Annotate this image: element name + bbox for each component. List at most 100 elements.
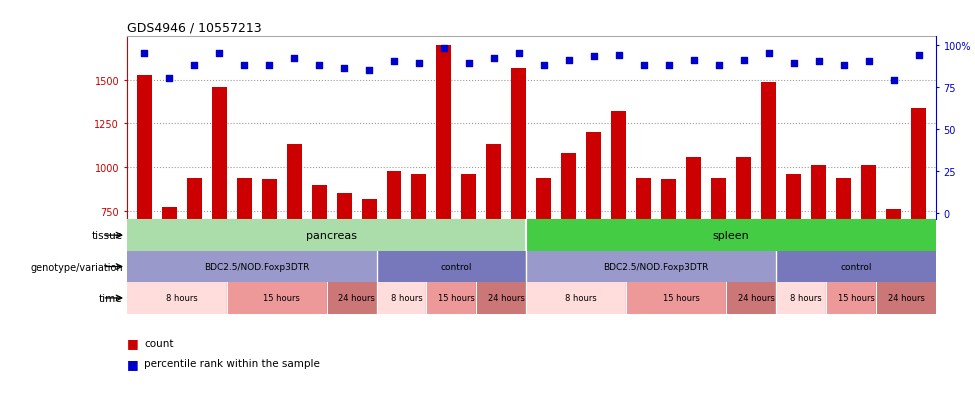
Text: ■: ■: [127, 357, 142, 370]
Bar: [886, 209, 901, 220]
Bar: [661, 180, 677, 220]
Text: ■: ■: [127, 336, 142, 349]
Text: percentile rank within the sample: percentile rank within the sample: [144, 358, 320, 368]
Point: [760, 51, 776, 57]
Point: [386, 59, 402, 66]
Bar: [776, 282, 837, 314]
Bar: [226, 282, 336, 314]
Bar: [877, 282, 936, 314]
Bar: [586, 133, 602, 220]
Bar: [861, 166, 877, 220]
Point: [586, 54, 602, 61]
Bar: [237, 178, 252, 220]
Point: [536, 62, 552, 69]
Point: [561, 57, 576, 64]
Text: genotype/variation: genotype/variation: [30, 262, 123, 272]
Bar: [811, 166, 826, 220]
Bar: [212, 88, 226, 220]
Point: [786, 61, 801, 67]
Text: BDC2.5/NOD.Foxp3DTR: BDC2.5/NOD.Foxp3DTR: [204, 262, 309, 271]
Bar: [127, 251, 386, 282]
Text: pancreas: pancreas: [306, 230, 357, 240]
Bar: [127, 282, 237, 314]
Bar: [162, 208, 176, 220]
Bar: [761, 83, 776, 220]
Bar: [461, 175, 477, 220]
Point: [836, 62, 851, 69]
Text: 24 hours: 24 hours: [488, 294, 525, 303]
Point: [661, 62, 677, 69]
Bar: [526, 220, 936, 251]
Point: [636, 62, 651, 69]
Bar: [437, 46, 451, 220]
Text: time: time: [99, 293, 123, 303]
Point: [861, 59, 877, 66]
Bar: [526, 282, 637, 314]
Point: [736, 57, 752, 64]
Point: [212, 51, 227, 57]
Point: [461, 61, 477, 67]
Bar: [362, 199, 376, 220]
Bar: [611, 112, 626, 220]
Text: 8 hours: 8 hours: [791, 294, 822, 303]
Bar: [376, 282, 437, 314]
Point: [911, 52, 926, 59]
Bar: [736, 157, 751, 220]
Text: 15 hours: 15 hours: [263, 294, 300, 303]
Bar: [127, 220, 536, 251]
Bar: [336, 194, 352, 220]
Bar: [637, 178, 651, 220]
Text: 15 hours: 15 hours: [663, 294, 700, 303]
Bar: [512, 69, 526, 220]
Point: [236, 62, 252, 69]
Point: [162, 76, 177, 82]
Point: [287, 56, 302, 62]
Bar: [136, 76, 152, 220]
Bar: [312, 185, 327, 220]
Bar: [327, 282, 386, 314]
Bar: [487, 145, 501, 220]
Point: [885, 78, 901, 84]
Bar: [261, 180, 277, 220]
Text: 24 hours: 24 hours: [738, 294, 774, 303]
Point: [686, 57, 702, 64]
Bar: [786, 175, 801, 220]
Point: [336, 66, 352, 72]
Bar: [386, 171, 402, 220]
Bar: [776, 251, 936, 282]
Bar: [626, 282, 736, 314]
Bar: [411, 175, 426, 220]
Text: 8 hours: 8 hours: [391, 294, 422, 303]
Bar: [426, 282, 487, 314]
Text: control: control: [441, 262, 472, 271]
Point: [186, 62, 202, 69]
Bar: [911, 109, 926, 220]
Text: 8 hours: 8 hours: [566, 294, 598, 303]
Bar: [376, 251, 536, 282]
Text: GDS4946 / 10557213: GDS4946 / 10557213: [127, 21, 261, 35]
Bar: [686, 157, 701, 220]
Point: [411, 61, 427, 67]
Bar: [726, 282, 786, 314]
Bar: [562, 154, 576, 220]
Point: [511, 51, 526, 57]
Bar: [186, 178, 202, 220]
Point: [611, 52, 627, 59]
Text: 15 hours: 15 hours: [438, 294, 475, 303]
Point: [711, 62, 726, 69]
Text: control: control: [840, 262, 872, 271]
Text: 15 hours: 15 hours: [838, 294, 875, 303]
Text: tissue: tissue: [92, 230, 123, 240]
Point: [487, 56, 502, 62]
Text: BDC2.5/NOD.Foxp3DTR: BDC2.5/NOD.Foxp3DTR: [604, 262, 709, 271]
Point: [136, 51, 152, 57]
Point: [261, 62, 277, 69]
Text: spleen: spleen: [713, 230, 750, 240]
Text: 24 hours: 24 hours: [338, 294, 375, 303]
Text: 8 hours: 8 hours: [166, 294, 198, 303]
Bar: [526, 251, 786, 282]
Bar: [837, 178, 851, 220]
Point: [311, 62, 327, 69]
Text: count: count: [144, 338, 174, 348]
Bar: [826, 282, 886, 314]
